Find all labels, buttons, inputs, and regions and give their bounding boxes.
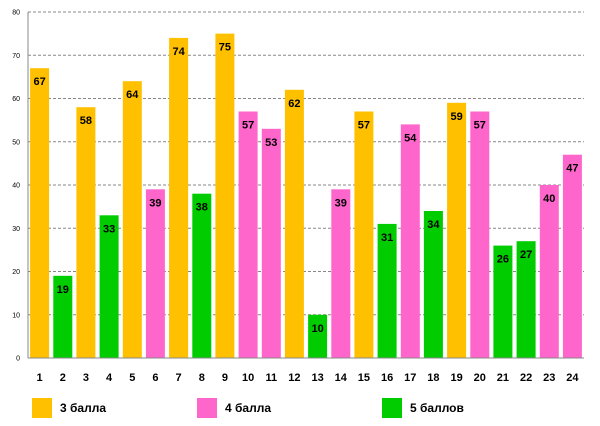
y-tick-label: 10 bbox=[12, 312, 20, 319]
x-tick-label: 15 bbox=[358, 372, 370, 384]
bar-3 bbox=[76, 107, 96, 358]
data-label-3: 58 bbox=[80, 115, 92, 127]
data-label-24: 47 bbox=[566, 163, 578, 175]
y-tick-label: 70 bbox=[12, 53, 20, 60]
x-tick-label: 17 bbox=[404, 372, 416, 384]
x-tick-label: 10 bbox=[242, 372, 254, 384]
bar-2 bbox=[53, 275, 73, 358]
data-label-8: 38 bbox=[196, 202, 208, 214]
bar-4 bbox=[99, 215, 119, 358]
x-tick-label: 7 bbox=[176, 372, 182, 384]
bar-16 bbox=[377, 223, 397, 358]
data-label-18: 34 bbox=[427, 219, 440, 231]
bar-24 bbox=[562, 154, 582, 358]
bar-13 bbox=[308, 314, 328, 359]
x-tick-label: 19 bbox=[450, 372, 462, 384]
x-tick-label: 4 bbox=[106, 372, 113, 384]
bar-18 bbox=[423, 211, 443, 358]
legend-item-3: 3 балла bbox=[32, 398, 106, 418]
legend-swatch-4 bbox=[197, 398, 217, 418]
x-tick-label: 13 bbox=[311, 372, 323, 384]
bar-5 bbox=[122, 81, 142, 358]
data-label-21: 26 bbox=[497, 254, 509, 266]
x-tick-label: 2 bbox=[60, 372, 66, 384]
y-tick-label: 40 bbox=[12, 183, 20, 190]
y-tick-label: 0 bbox=[16, 356, 20, 363]
legend-label-3: 3 балла bbox=[60, 401, 107, 415]
legend-label-5: 5 баллов bbox=[410, 401, 464, 415]
x-tick-label: 21 bbox=[497, 372, 509, 384]
bar-21 bbox=[493, 245, 513, 358]
bar-15 bbox=[354, 111, 374, 358]
x-tick-label: 12 bbox=[288, 372, 300, 384]
bar-12 bbox=[284, 89, 304, 359]
bar-17 bbox=[400, 124, 420, 359]
data-label-11: 53 bbox=[265, 137, 277, 149]
bar-9 bbox=[215, 33, 235, 358]
x-tick-label: 6 bbox=[152, 372, 158, 384]
data-label-14: 39 bbox=[335, 197, 347, 209]
legend-item-4: 4 балла bbox=[197, 398, 271, 418]
bar-22 bbox=[516, 241, 536, 358]
data-label-16: 31 bbox=[381, 232, 393, 244]
x-tick-label: 23 bbox=[543, 372, 555, 384]
x-tick-label: 22 bbox=[520, 372, 532, 384]
legend-item-5: 5 баллов bbox=[382, 398, 464, 418]
data-label-12: 62 bbox=[288, 98, 300, 110]
x-tick-label: 24 bbox=[566, 372, 579, 384]
data-label-13: 10 bbox=[311, 323, 323, 335]
y-tick-label: 50 bbox=[12, 139, 20, 146]
bar-20 bbox=[470, 111, 490, 358]
x-tick-label: 18 bbox=[427, 372, 439, 384]
y-tick-label: 60 bbox=[12, 96, 20, 103]
bar-6 bbox=[145, 189, 165, 358]
x-tick-label: 11 bbox=[265, 372, 277, 384]
data-label-1: 67 bbox=[33, 76, 45, 88]
x-tick-label: 8 bbox=[199, 372, 205, 384]
data-label-4: 33 bbox=[103, 223, 115, 235]
data-label-20: 57 bbox=[474, 120, 486, 132]
bar-19 bbox=[447, 102, 467, 358]
x-tick-label: 9 bbox=[222, 372, 228, 384]
data-label-2: 19 bbox=[57, 284, 69, 296]
data-labels-layer: 67 19 58 33 64 39 74 38 75 57 53 62 10 39 57 31 54 34 59 57… bbox=[33, 42, 578, 335]
bar-8 bbox=[192, 193, 212, 358]
legend-label-4: 4 балла bbox=[225, 401, 272, 415]
bar-14 bbox=[331, 189, 351, 358]
legend-swatch-3 bbox=[32, 398, 52, 418]
data-label-7: 74 bbox=[172, 46, 185, 58]
x-tick-label: 14 bbox=[335, 372, 348, 384]
data-label-15: 57 bbox=[358, 120, 370, 132]
bar-7 bbox=[169, 37, 189, 359]
x-tick-label: 20 bbox=[474, 372, 486, 384]
y-tick-label: 80 bbox=[12, 10, 20, 17]
bar-10 bbox=[238, 111, 258, 358]
legend-swatch-5 bbox=[382, 398, 402, 418]
data-label-17: 54 bbox=[404, 132, 417, 144]
y-tick-label: 30 bbox=[12, 226, 20, 233]
bars-layer bbox=[30, 33, 582, 359]
bar-1 bbox=[30, 68, 50, 358]
bar-11 bbox=[261, 128, 281, 358]
data-label-23: 40 bbox=[543, 193, 555, 205]
y-tick-label: 20 bbox=[12, 269, 20, 276]
data-label-9: 75 bbox=[219, 42, 231, 54]
data-label-19: 59 bbox=[450, 111, 462, 123]
data-label-10: 57 bbox=[242, 120, 254, 132]
grid-layer bbox=[28, 11, 584, 316]
data-label-6: 39 bbox=[149, 197, 161, 209]
x-tick-label: 16 bbox=[381, 372, 393, 384]
data-label-22: 27 bbox=[520, 249, 532, 261]
bar-23 bbox=[539, 185, 559, 358]
x-tick-label: 1 bbox=[37, 372, 43, 384]
x-tick-label: 5 bbox=[129, 372, 135, 384]
x-tick-label: 3 bbox=[83, 372, 89, 384]
data-label-5: 64 bbox=[126, 89, 139, 101]
